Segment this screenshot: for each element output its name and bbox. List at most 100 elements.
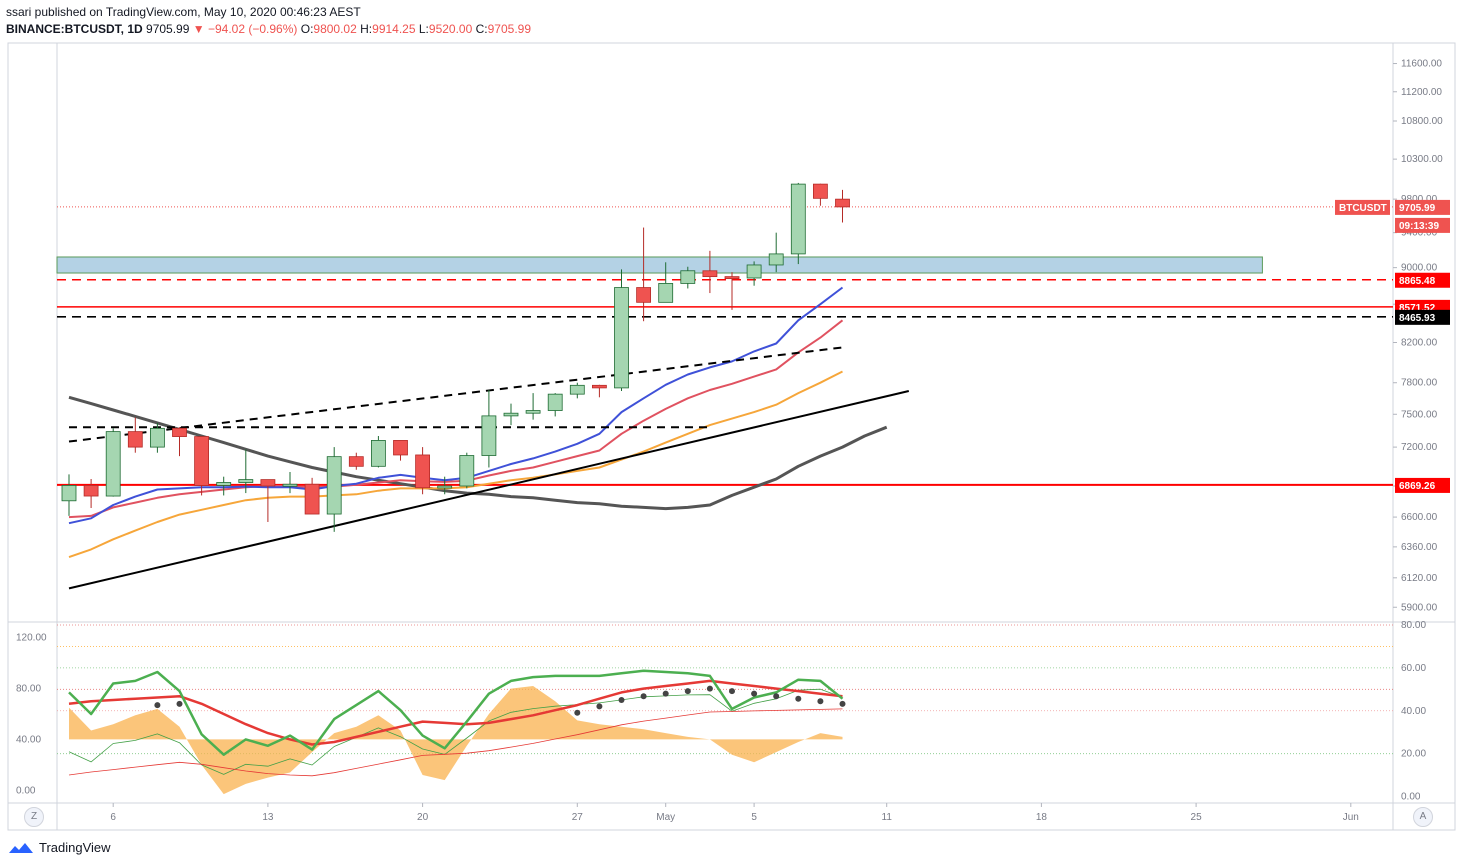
osc-left-label: 0.00	[16, 785, 36, 796]
high-value: 9914.25	[372, 22, 416, 36]
candle-2020-04-11	[216, 476, 232, 496]
level-tag-3-bg	[1395, 477, 1450, 493]
last-price-tag-bg	[1395, 199, 1450, 215]
tradingview-logo-icon	[9, 842, 33, 853]
countdown-tag: 09:13:39	[1395, 217, 1450, 233]
candle-2020-04-29	[614, 269, 629, 392]
time-tick-label: 6	[110, 812, 116, 823]
level-tag-3-text: 6869.26	[1399, 481, 1436, 492]
symbol-tag-text: BTCUSDT	[1339, 203, 1387, 214]
candle-body	[481, 415, 497, 456]
candle-body	[790, 183, 806, 255]
candle-body	[525, 410, 541, 414]
level-tag-0-text: 8865.48	[1399, 276, 1436, 287]
level-tag-1-text: 8571.52	[1399, 303, 1436, 314]
candle-body	[658, 283, 674, 303]
ema-slow-series	[68, 370, 843, 559]
candle-2020-04-12	[238, 449, 254, 494]
resistance-zone	[56, 256, 1263, 274]
candle-body	[835, 198, 850, 208]
auto-scale-button[interactable]: A	[1413, 807, 1433, 827]
chart-frame	[7, 42, 1456, 831]
osc-thin-red	[68, 708, 843, 777]
high-label: H:	[360, 22, 373, 36]
candle-body	[348, 456, 364, 467]
candle-2020-04-30	[636, 227, 651, 322]
low-label: L:	[418, 22, 429, 36]
candle-2020-04-17	[348, 452, 364, 470]
candle-body	[813, 183, 828, 199]
candle-2020-04-26	[547, 393, 563, 417]
level-tag-2-bg	[1395, 309, 1450, 325]
osc-thin-green	[68, 688, 843, 775]
candle-2020-05-02	[680, 266, 696, 289]
price-tick-label: 6600.00	[1401, 512, 1438, 523]
time-tick-label: 25	[1191, 812, 1203, 823]
candle-2020-04-27	[569, 382, 585, 399]
candle-body	[614, 287, 629, 389]
candle-body	[680, 270, 696, 284]
time-tick-label: 11	[882, 812, 893, 823]
time-tick-label: 5	[751, 812, 757, 823]
osc-right-label: 0.00	[1401, 792, 1421, 803]
osc-dot	[640, 693, 647, 700]
candle-body	[547, 393, 563, 411]
zoom-reset-button[interactable]: Z	[24, 807, 44, 827]
candle-body	[172, 427, 187, 437]
osc-dot	[773, 693, 780, 700]
price-tick-label: 8200.00	[1401, 338, 1438, 349]
candle-body	[746, 264, 762, 279]
level-tag-0: 8865.48	[1395, 272, 1450, 288]
candle-body	[415, 454, 431, 489]
candle-body	[194, 436, 210, 486]
price-tick-label: 11600.00	[1401, 59, 1442, 70]
footer-brand[interactable]: TradingView	[8, 840, 111, 855]
oscillator-pane: 120.00 80.00 40.00 0.00 80.00 60.00 40.00 20.00…	[16, 620, 1426, 803]
countdown-tag-bg	[1395, 217, 1450, 233]
price-tick-label: 7500.00	[1401, 409, 1438, 420]
trendline-1	[68, 346, 843, 443]
price-axis[interactable]: 11600.0011200.0010800.0010300.009800.009…	[1393, 59, 1443, 614]
osc-dot	[839, 700, 846, 707]
candle-body	[304, 483, 320, 515]
osc-right-label: 20.00	[1401, 749, 1426, 760]
osc-dot	[817, 698, 824, 705]
candle-2020-04-09	[172, 427, 187, 457]
osc-left-label: 80.00	[16, 684, 41, 695]
candle-2020-05-08	[813, 183, 828, 206]
candle-body	[437, 485, 453, 489]
brand-label: TradingView	[39, 840, 111, 855]
level-tag-2: 8465.93	[1395, 309, 1450, 325]
osc-green-series	[68, 669, 844, 756]
time-axis[interactable]: 6 13 20 27 May 5 11 18 25 Jun	[110, 803, 1359, 823]
price-change: −94.02 (−0.96%)	[207, 22, 298, 36]
candle-body	[127, 431, 143, 448]
osc-dot	[795, 695, 802, 702]
osc-left-label: 40.00	[16, 734, 41, 745]
symbol-name[interactable]: BINANCE:BTCUSDT, 1D	[6, 22, 143, 36]
candle-2020-04-10	[194, 436, 210, 496]
low-value: 9520.00	[428, 22, 473, 36]
candle-2020-04-15	[304, 477, 320, 515]
candle-body	[282, 483, 298, 487]
candles[interactable]	[61, 182, 850, 532]
candle-body	[459, 455, 475, 487]
candle-2020-04-25	[525, 393, 541, 420]
price-tick-label: 6360.00	[1401, 542, 1438, 553]
osc-right-label: 60.00	[1401, 663, 1426, 674]
price-tick-label: 10800.00	[1401, 116, 1443, 127]
candle-2020-05-07	[790, 182, 806, 265]
candle-body	[724, 276, 740, 280]
candle-2020-05-09	[835, 189, 850, 223]
countdown-tag-text: 09:13:39	[1399, 221, 1439, 232]
price-tick-label: 7800.00	[1401, 378, 1438, 389]
osc-dot	[596, 703, 603, 710]
osc-dot	[662, 690, 669, 697]
osc-dot	[574, 709, 581, 716]
level-tag-2-text: 8465.93	[1399, 313, 1436, 324]
price-tick-label: 11200.00	[1401, 87, 1442, 98]
symbol-info: BINANCE:BTCUSDT, 1D 9705.99 ▼ −94.02 (−0…	[6, 22, 531, 36]
time-tick-label: May	[656, 812, 675, 823]
candle-body	[503, 412, 519, 417]
